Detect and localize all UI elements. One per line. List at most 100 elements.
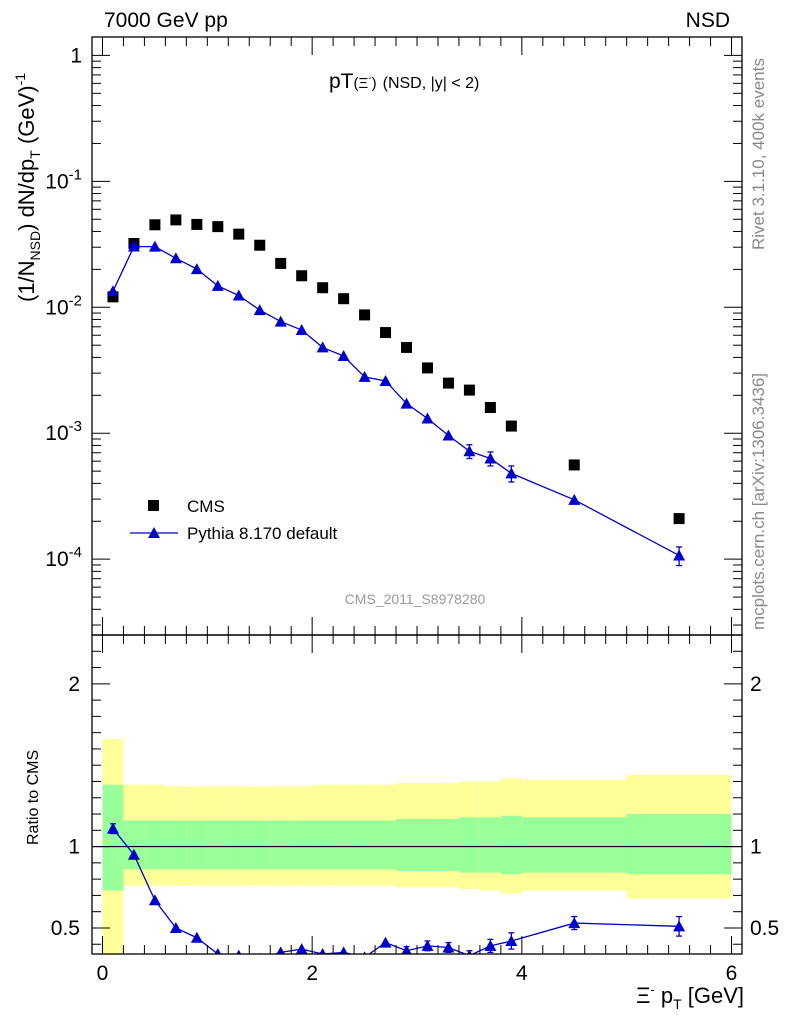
ratio-data-point	[442, 941, 455, 953]
pythia-data-point	[463, 445, 476, 457]
ratio-y-tick-label-right: 0.5	[750, 917, 779, 940]
ratio-data-point	[363, 951, 367, 954]
cms-data-point	[296, 270, 308, 282]
plot-title-particle: (Ξ	[354, 75, 369, 92]
ratio-y-tick-label: 2	[68, 673, 80, 696]
cms-data-point	[442, 377, 454, 389]
ratio-data-point	[339, 946, 348, 954]
pythia-data-point	[169, 252, 182, 264]
ratio-inner-band	[249, 820, 271, 870]
pythia-data-point	[421, 412, 434, 424]
x-axis-label: Ξ- pT [GeV]	[636, 982, 744, 1012]
ratio-data-point	[421, 939, 434, 951]
cms-data-point	[233, 228, 245, 240]
legend-cms-label: CMS	[187, 497, 225, 516]
pythia-data-point	[127, 240, 140, 252]
main-y-tick-label: 10-1	[45, 166, 82, 193]
pythia-data-point	[190, 263, 203, 275]
ratio-data-point	[484, 939, 497, 951]
ratio-data-point	[127, 848, 140, 860]
cms-data-point	[254, 239, 266, 251]
pythia-data-point	[337, 350, 350, 362]
x-tick-label: 6	[726, 962, 738, 985]
main-y-tick-label: 10-4	[45, 544, 82, 571]
header-process-label: NSD	[686, 9, 730, 32]
ratio-inner-band	[333, 820, 355, 870]
ratio-inner-band	[186, 820, 208, 870]
cms-data-point	[421, 362, 433, 374]
cms-data-point	[191, 218, 203, 230]
ratio-data-point	[276, 946, 285, 954]
ratio-inner-band	[291, 820, 313, 870]
ratio-y-tick-label: 0.5	[51, 917, 80, 940]
x-tick-label: 0	[97, 962, 109, 985]
ratio-inner-band	[354, 820, 376, 870]
x-tick-label: 4	[516, 962, 528, 985]
ratio-inner-band	[479, 817, 501, 873]
pythia-data-point	[211, 279, 224, 291]
cms-data-point	[505, 420, 517, 432]
ratio-data-point	[319, 948, 326, 954]
cms-data-point	[359, 309, 371, 321]
header-energy-label: 7000 GeV pp	[104, 9, 228, 32]
ratio-data-point	[505, 934, 518, 946]
ratio-panel: 0.5 0.5 1 1 2 2 0 2 4 6	[51, 634, 779, 985]
ratio-inner-band	[144, 820, 166, 870]
ratio-y-tick-label-right: 2	[750, 673, 762, 696]
pythia-data-point	[253, 304, 266, 316]
ratio-inner-band	[500, 815, 522, 875]
ratio-y-tick-label-right: 1	[750, 836, 762, 859]
cms-data-point	[568, 459, 580, 471]
cms-data-point	[170, 214, 182, 226]
legend-cms-marker	[148, 500, 159, 511]
ratio-data-point	[106, 822, 119, 834]
pythia-data-point	[274, 315, 287, 327]
pythia-data-point	[295, 324, 308, 336]
cms-data-point	[380, 327, 392, 339]
pythia-data-point	[358, 370, 371, 382]
ratio-data-point	[169, 921, 182, 933]
ratio-inner-band	[375, 820, 397, 870]
ratio-data-point	[214, 948, 222, 954]
main-panel: 10-4 10-3 10-2 10-1 1	[45, 36, 743, 636]
pythia-data-point	[568, 493, 581, 505]
pythia-data-point	[484, 452, 497, 464]
ratio-inner-band	[417, 818, 438, 871]
analysis-tag: CMS_2011_S8978280	[345, 591, 486, 607]
pythia-data-point	[442, 429, 455, 441]
plot-title-particle-close: )	[372, 75, 377, 92]
main-panel-frame	[91, 36, 743, 636]
cms-data-point	[463, 384, 475, 396]
ratio-data-point	[673, 920, 686, 932]
ratio-data-point	[401, 944, 412, 954]
ratio-inner-band	[458, 817, 480, 873]
cms-data-point	[317, 282, 329, 294]
pythia-data-point	[232, 289, 245, 301]
main-y-tick-label: 1	[70, 44, 82, 67]
ratio-data-point	[568, 917, 581, 929]
ratio-data-point	[148, 894, 161, 906]
main-y-tick-label: 10-3	[45, 418, 82, 445]
ratio-y-axis-label: Ratio to CMS	[25, 750, 42, 845]
pythia-data-point	[673, 549, 686, 561]
ratio-data-point	[190, 931, 203, 943]
ratio-inner-band	[228, 820, 250, 870]
ratio-inner-band	[207, 820, 229, 870]
plot-title-main: pT	[329, 70, 354, 93]
main-y-tick-label: 10-2	[45, 292, 82, 319]
legend-pythia-marker	[148, 527, 160, 538]
cms-data-point	[401, 341, 413, 353]
pythia-data-point	[106, 285, 119, 297]
ratio-y-tick-label: 1	[68, 836, 80, 859]
ratio-inner-band	[312, 820, 334, 870]
ratio-data-point	[467, 949, 472, 954]
main-y-axis-label: (1/NNSD) dN/dpT (GeV)-1	[12, 73, 43, 302]
plot-title: pT(Ξ-) (NSD, |y| < 2)	[329, 70, 479, 93]
ratio-inner-band	[123, 820, 145, 870]
plot-title-cuts: (NSD, |y| < 2)	[383, 75, 480, 92]
ratio-inner-band	[437, 818, 459, 871]
cms-data-point	[338, 293, 350, 305]
ratio-inner-band	[626, 814, 732, 875]
pythia-data-point	[316, 341, 329, 353]
